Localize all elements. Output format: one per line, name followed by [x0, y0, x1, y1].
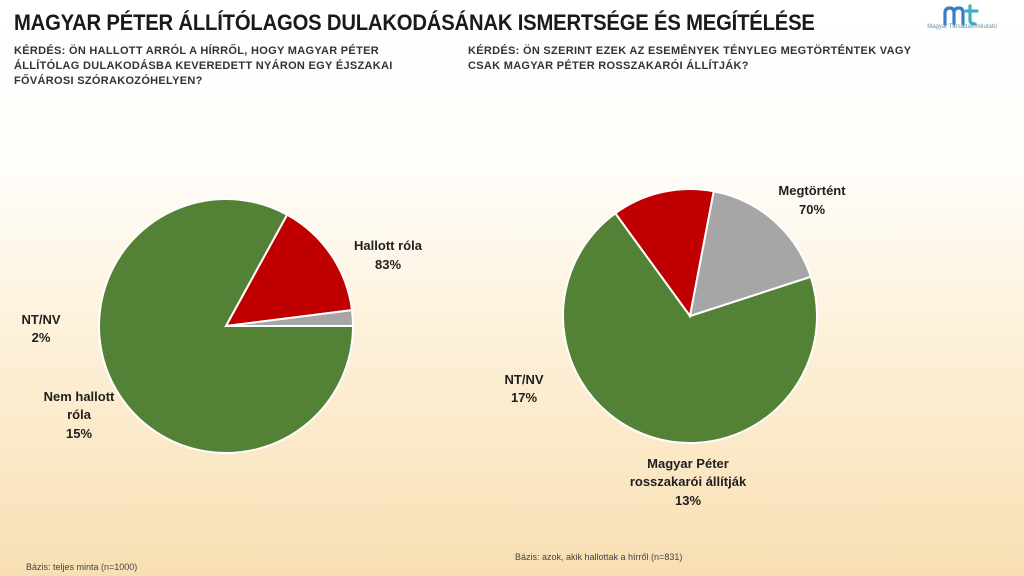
label-ntnv-left: NT/NV [22, 312, 61, 327]
pie-slice-nt-nv [688, 190, 813, 318]
page-title: MAGYAR PÉTER ÁLLÍTÓLAGOS DULAKODÁSÁNAK I… [14, 10, 815, 35]
footnote-left: Bázis: teljes minta (n=1000) [26, 562, 138, 572]
value-ntnv-left: 2% [32, 330, 51, 345]
label-hallott-rola: Hallott róla [354, 238, 423, 253]
value-rosszakaroi: 13% [675, 493, 701, 508]
pie-slice-magyar-peter-rosszakaroi-allitjak [613, 188, 715, 319]
pie-chart-awareness [98, 198, 355, 454]
label-rosszakaroi-line2: rosszakarói állítják [630, 474, 747, 489]
label-nem-hallott-rola-line1: Nem hallott [44, 389, 115, 404]
question-left: KÉRDÉS: ÖN HALLOTT ARRÓL A HÍRRŐL, HOGY … [14, 45, 393, 87]
mt-logo-icon [943, 4, 979, 26]
label-nem-hallott-rola-line2: róla [67, 407, 92, 422]
pie-chart-judgement [562, 188, 818, 444]
pie-slice-nem-hallott-rola [224, 213, 354, 328]
value-megtortent: 70% [799, 202, 825, 217]
pie-slice-nt-nv [225, 308, 355, 327]
logo: Magyar Társadalomkutató [922, 4, 1002, 30]
pie-slice-megtortent [562, 211, 818, 444]
question-right: KÉRDÉS: ÖN SZERINT EZEK AZ ESEMÉNYEK TÉN… [468, 45, 912, 72]
value-ntnv-right: 17% [511, 390, 537, 405]
logo-text: Magyar Társadalomkutató [927, 24, 997, 30]
footnote-right: Bázis: azok, akik hallottak a hírről (n=… [515, 552, 683, 562]
value-nem-hallott-rola: 15% [66, 426, 92, 441]
label-rosszakaroi-line1: Magyar Péter [647, 456, 729, 471]
value-hallott-rola: 83% [375, 257, 401, 272]
label-ntnv-right: NT/NV [505, 372, 544, 387]
label-megtortent: Megtörtént [778, 183, 846, 198]
